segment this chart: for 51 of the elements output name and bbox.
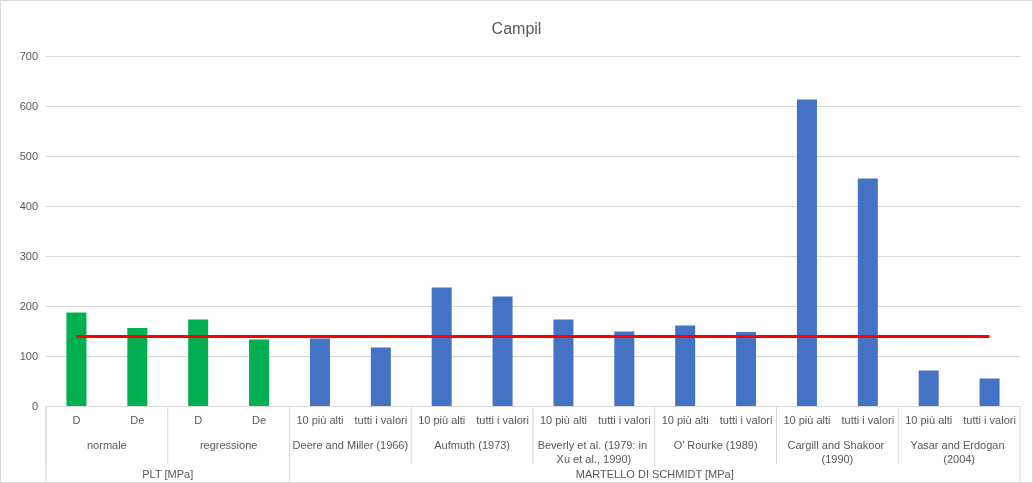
text: Beverly et al. (1979: in Xu et al., 1990)	[537, 439, 651, 465]
bar	[614, 331, 635, 406]
text: PLT [MPa]	[142, 467, 194, 480]
text: Cargill and Shakoor (1990)	[787, 439, 888, 465]
y-tick-label: 600	[19, 100, 38, 112]
text: Yasar and Erdogan (2004)	[910, 439, 1008, 465]
bar	[675, 325, 696, 406]
bar	[492, 296, 513, 406]
y-tick-label: 100	[19, 350, 38, 362]
bar	[370, 347, 391, 406]
x-tick-label: tutti i valori	[354, 413, 408, 426]
x-tick-label: tutti i valori	[719, 413, 773, 426]
bar	[553, 319, 574, 406]
text: MARTELLO DI SCHMIDT [MPa]	[575, 467, 734, 480]
x-tick-label: D	[194, 413, 203, 426]
x-tick-label: tutti i valori	[476, 413, 529, 426]
bar	[736, 332, 757, 406]
x-tick-label: 10 più alti	[905, 413, 953, 426]
x-tick-label: De	[252, 413, 267, 426]
text: Aufmuth (1973)	[434, 439, 511, 451]
bar	[66, 312, 87, 406]
bar	[127, 328, 148, 406]
bar	[979, 378, 1000, 406]
x-tick-label: tutti i valori	[598, 413, 651, 426]
x-tick-label: De	[130, 413, 145, 426]
x-tick-label: D	[72, 413, 81, 426]
y-tick-label: 300	[19, 250, 38, 262]
bar	[188, 319, 209, 406]
bar	[431, 287, 452, 406]
bar	[918, 370, 939, 406]
bar	[249, 339, 270, 406]
y-tick-label: 700	[19, 50, 38, 62]
y-tick-label: 500	[19, 150, 38, 162]
chart-title: Campil	[491, 19, 542, 37]
bar	[796, 99, 817, 406]
y-tick-label: 0	[31, 400, 38, 412]
text: Deere and Miller (1966)	[292, 439, 409, 451]
text: normale	[87, 439, 127, 451]
text: regressione	[199, 439, 258, 451]
text: O’ Rourke (1989)	[673, 439, 758, 451]
bar	[309, 338, 330, 406]
x-tick-label: 10 più alti	[296, 413, 344, 426]
y-tick-label: 400	[19, 200, 38, 212]
x-tick-label: 10 più alti	[661, 413, 709, 426]
x-tick-label: tutti i valori	[963, 413, 1016, 426]
x-tick-label: 10 più alti	[783, 413, 831, 426]
y-tick-label: 200	[19, 300, 38, 312]
x-tick-label: 10 più alti	[418, 413, 466, 426]
x-tick-label: 10 più alti	[539, 413, 587, 426]
x-tick-label: tutti i valori	[841, 413, 895, 426]
bar	[857, 178, 878, 406]
